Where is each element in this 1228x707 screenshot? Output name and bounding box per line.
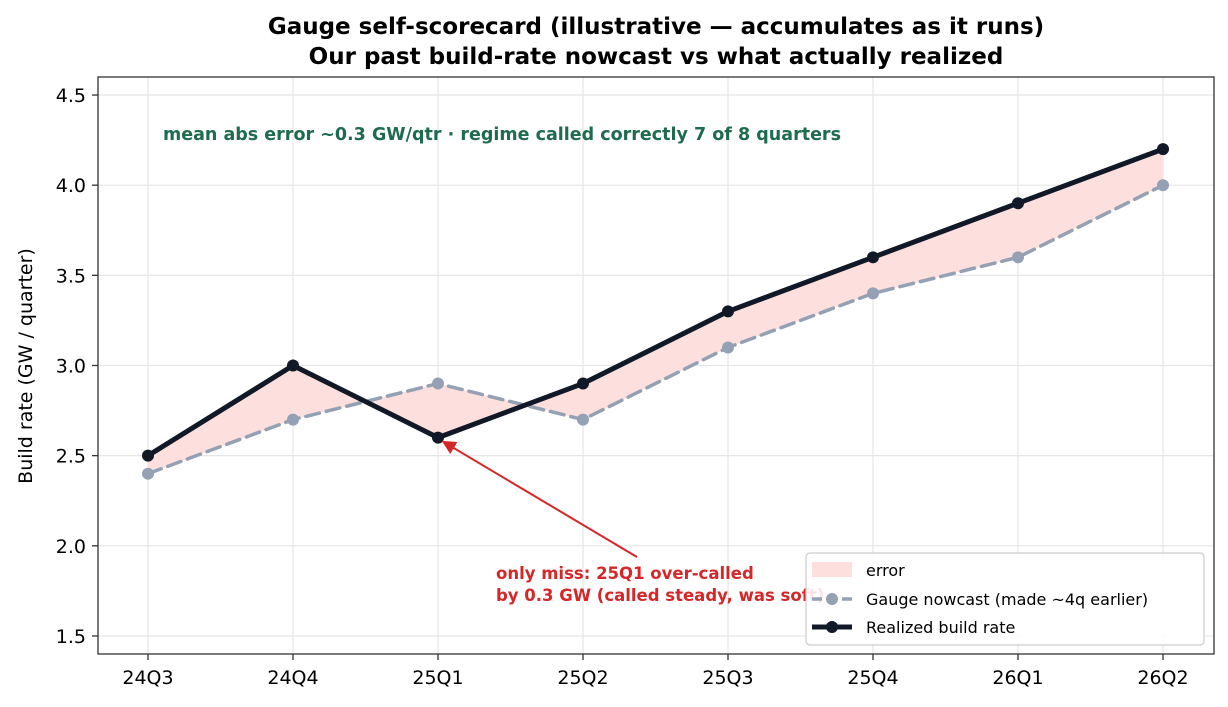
legend-label-realized: Realized build rate <box>866 618 1015 637</box>
realized-series-line <box>145 146 1166 459</box>
x-tick-label: 24Q4 <box>267 667 318 689</box>
x-tick-label: 26Q2 <box>1137 667 1188 689</box>
annotation: only miss: 25Q1 over-called by 0.3 GW (c… <box>441 440 824 605</box>
nowcast-data-point <box>722 341 734 354</box>
y-axis: 1.5 2.0 2.5 3.0 3.5 4.0 4.5 <box>56 85 98 648</box>
legend-error-swatch <box>812 562 852 577</box>
realized-data-point <box>722 305 734 318</box>
y-tick-label: 2.5 <box>56 446 86 468</box>
nowcast-data-point <box>1157 179 1169 192</box>
legend-nowcast-marker <box>826 593 838 605</box>
y-tick-label: 3.5 <box>56 265 86 287</box>
y-tick-label: 1.5 <box>56 626 86 648</box>
realized-data-point <box>577 377 589 390</box>
realized-data-point <box>867 251 879 264</box>
annotation-line-2: by 0.3 GW (called steady, was soft) <box>496 586 824 605</box>
legend-label-error: error <box>866 561 905 580</box>
annotation-line-1: only miss: 25Q1 over-called <box>496 564 754 583</box>
annotation-arrow <box>441 440 638 558</box>
x-tick-label: 25Q3 <box>702 667 753 689</box>
realized-data-point <box>1012 197 1024 210</box>
nowcast-data-point <box>287 413 299 426</box>
x-tick-label: 25Q4 <box>847 667 898 689</box>
nowcast-data-point <box>577 413 589 426</box>
legend-label-nowcast: Gauge nowcast (made ~4q earlier) <box>866 590 1148 609</box>
x-axis: 24Q3 24Q4 25Q1 25Q2 25Q3 25Q4 26Q1 26Q2 <box>122 654 1189 689</box>
error-fill <box>148 149 1163 474</box>
nowcast-data-point <box>867 287 879 300</box>
realized-data-point <box>287 359 299 372</box>
nowcast-data-point <box>432 377 444 390</box>
realized-data-point <box>432 431 444 444</box>
nowcast-data-point <box>142 467 154 480</box>
legend: error Gauge nowcast (made ~4q earlier) R… <box>805 552 1205 646</box>
x-tick-label: 25Q2 <box>557 667 608 689</box>
nowcast-series-line <box>146 183 1165 476</box>
x-tick-label: 26Q1 <box>992 667 1043 689</box>
summary-annotation: mean abs error ~0.3 GW/qtr · regime call… <box>163 125 841 145</box>
chart-title-line-1: Gauge self-scorecard (illustrative — acc… <box>268 14 1044 40</box>
chart-title-line-2: Our past build-rate nowcast vs what actu… <box>309 44 1004 70</box>
y-tick-label: 4.0 <box>56 175 86 197</box>
y-tick-label: 4.5 <box>56 85 86 107</box>
y-tick-label: 2.0 <box>56 536 86 558</box>
y-tick-label: 3.0 <box>56 356 86 378</box>
x-tick-label: 25Q1 <box>412 667 463 689</box>
error-fill-layer <box>148 149 1163 474</box>
realized-data-point <box>1157 143 1169 156</box>
nowcast-data-point <box>1012 251 1024 264</box>
legend-realized-marker <box>826 621 838 633</box>
series-layer <box>142 143 1169 480</box>
realized-data-point <box>142 449 154 462</box>
x-tick-label: 24Q3 <box>122 667 173 689</box>
legend-box <box>805 552 1205 646</box>
grid <box>98 77 1214 654</box>
y-axis-label: Build rate (GW / quarter) <box>15 248 37 484</box>
